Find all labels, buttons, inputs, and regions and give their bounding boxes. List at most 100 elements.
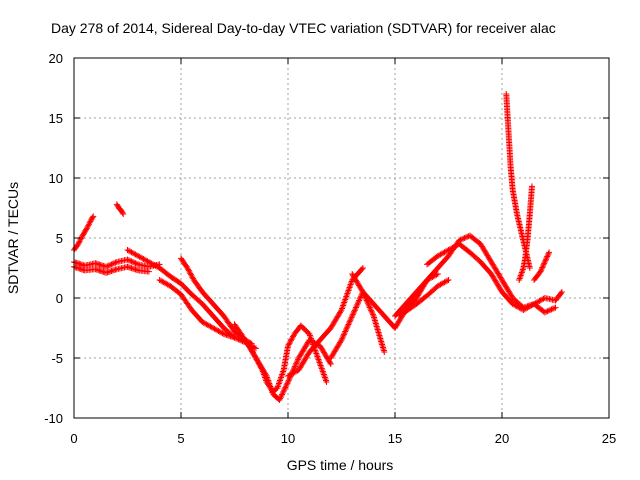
data-point-fill — [232, 335, 239, 342]
data-point-fill — [369, 310, 376, 317]
data-point-fill — [77, 236, 84, 243]
data-point-fill — [284, 380, 291, 387]
data-point-fill — [247, 344, 254, 351]
data-point-fill — [342, 327, 349, 334]
data-point-fill — [558, 290, 565, 297]
data-point-fill — [355, 298, 362, 305]
data-point-fill — [337, 338, 344, 345]
data-point-fill — [347, 317, 354, 324]
data-point-fill — [187, 270, 194, 277]
data-point-fill — [104, 263, 111, 270]
data-point-fill — [78, 234, 85, 240]
data-point-fill — [112, 259, 119, 266]
data-point-fill — [250, 351, 257, 357]
data-point-fill — [185, 266, 192, 273]
data-point-fill — [368, 308, 375, 315]
data-point-fill — [279, 391, 286, 398]
data-point-fill — [129, 259, 136, 265]
data-point-fill — [548, 306, 555, 313]
data-point-fill — [279, 390, 286, 397]
data-point-fill — [366, 304, 373, 311]
x-tick-label: 20 — [495, 431, 509, 446]
data-point-fill — [356, 297, 363, 304]
data-point-fill — [249, 348, 256, 355]
data-point-fill — [348, 314, 355, 321]
data-point-fill — [357, 294, 364, 301]
data-point-fill — [327, 359, 334, 366]
data-point — [120, 211, 127, 217]
data-point-fill — [354, 301, 361, 308]
data-point-fill — [540, 261, 547, 268]
data-point — [323, 379, 330, 385]
data-point-fill — [351, 307, 358, 314]
data-point-fill — [369, 311, 376, 318]
data-point — [83, 225, 90, 232]
data-point — [546, 249, 553, 256]
x-tick-label: 10 — [281, 431, 295, 446]
data-point-fill — [278, 392, 285, 399]
data-point-fill — [350, 310, 357, 317]
data-point-fill — [189, 274, 196, 281]
data-point-fill — [545, 307, 552, 314]
data-point-fill — [277, 394, 284, 401]
y-tick-label: -5 — [51, 351, 63, 366]
data-point-fill — [287, 339, 294, 345]
data-point-fill — [292, 362, 299, 369]
data-point-fill — [132, 260, 139, 267]
x-tick-label: 25 — [602, 431, 616, 446]
data-point-fill — [89, 214, 96, 221]
data-point-fill — [368, 307, 375, 314]
data-point-fill — [341, 329, 348, 336]
data-point-fill — [457, 236, 464, 243]
data-point-fill — [257, 364, 264, 371]
data-point-fill — [342, 328, 349, 335]
data-point — [541, 259, 548, 265]
data-point — [285, 379, 291, 385]
data-point-fill — [251, 352, 258, 359]
data-point-fill — [352, 304, 359, 311]
data-point-fill — [234, 335, 241, 342]
data-point-fill — [543, 254, 550, 261]
data-point — [327, 361, 334, 367]
data-point-fill — [356, 296, 363, 303]
data-point-fill — [462, 234, 469, 241]
data-point — [516, 277, 523, 283]
data-point — [338, 337, 345, 343]
y-tick-label: 15 — [49, 111, 63, 126]
data-point-fill — [293, 360, 300, 367]
data-point-fill — [258, 365, 265, 372]
data-point-fill — [291, 363, 298, 370]
data-point-fill — [280, 388, 287, 395]
data-point-fill — [84, 224, 91, 230]
data-point-fill — [283, 381, 290, 388]
data-point-fill — [281, 385, 288, 392]
data-point-fill — [366, 303, 373, 310]
data-point-fill — [286, 340, 293, 347]
data-point-fill — [108, 261, 115, 268]
data-point-fill — [461, 235, 468, 241]
data-point-fill — [85, 221, 92, 228]
x-tick-label: 5 — [177, 431, 184, 446]
y-tick-label: 5 — [56, 231, 63, 246]
data-point — [124, 256, 131, 263]
data-point-fill — [341, 331, 348, 338]
data-point-fill — [76, 238, 83, 245]
data-point-fill — [365, 301, 372, 308]
data-point-fill — [283, 383, 290, 390]
data-point-fill — [219, 330, 226, 337]
y-tick-label: 10 — [49, 171, 63, 186]
data-point-fill — [293, 359, 300, 366]
data-point — [184, 265, 191, 271]
data-point-fill — [285, 341, 292, 348]
data-point — [541, 309, 548, 316]
data-point-fill — [351, 308, 358, 315]
data-point-fill — [353, 303, 360, 310]
data-point-fill — [347, 315, 354, 322]
data-point — [349, 313, 356, 319]
data-point-fill — [288, 336, 295, 343]
data-point-fill — [295, 356, 302, 363]
data-point — [75, 241, 82, 247]
data-point-fill — [248, 347, 255, 353]
data-point-fill — [541, 260, 548, 267]
data-point-fill — [539, 264, 546, 271]
